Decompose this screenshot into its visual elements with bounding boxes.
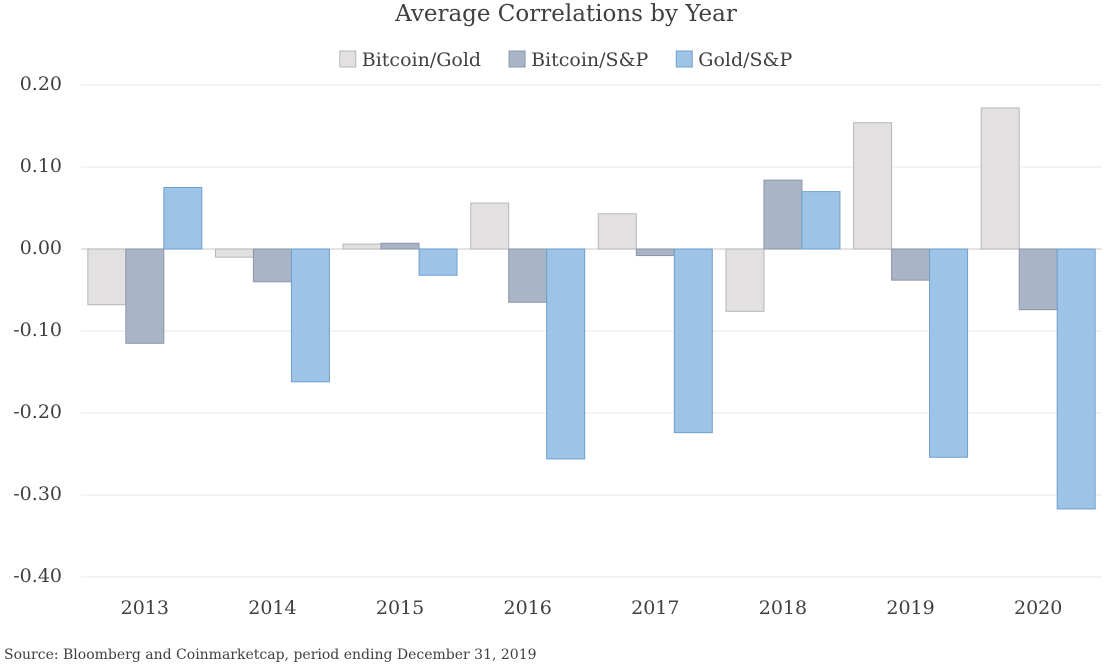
bar (418, 248, 458, 276)
bar (163, 187, 203, 250)
legend-swatch (675, 50, 693, 68)
y-tick-label: -0.10 (13, 319, 62, 341)
y-tick-label: 0.20 (20, 73, 62, 95)
bar (929, 248, 969, 458)
bar (214, 248, 254, 258)
bar (763, 179, 803, 250)
bar (342, 243, 382, 250)
bar (87, 248, 127, 306)
x-tick-label: 2018 (759, 597, 807, 619)
bar (290, 248, 330, 383)
source-note: Source: Bloomberg and Coinmarketcap, per… (4, 647, 537, 663)
bar (125, 248, 165, 344)
bar (673, 248, 713, 434)
bar (980, 107, 1020, 250)
legend-swatch (339, 50, 357, 68)
bar (891, 248, 931, 281)
bar (252, 248, 292, 283)
bar (801, 191, 841, 250)
chart-title: Average Correlations by Year (394, 1, 737, 27)
y-tick-label: -0.30 (13, 483, 62, 505)
bar (635, 248, 675, 257)
y-tick-label: -0.40 (13, 565, 62, 587)
x-tick-label: 2015 (376, 597, 424, 619)
bar (546, 248, 586, 460)
bar (1018, 248, 1058, 311)
bar (725, 248, 765, 312)
legend-swatch (508, 50, 526, 68)
legend-label: Bitcoin/S&P (531, 49, 648, 71)
x-tick-label: 2013 (121, 597, 169, 619)
x-tick-label: 2014 (248, 597, 296, 619)
bar (470, 202, 510, 250)
y-tick-label: 0.00 (20, 237, 62, 259)
legend-label: Bitcoin/Gold (362, 49, 481, 71)
bar (853, 122, 893, 250)
x-tick-label: 2016 (504, 597, 552, 619)
bar (1056, 248, 1096, 510)
y-tick-label: 0.10 (20, 155, 62, 177)
bar (597, 213, 637, 250)
x-tick-label: 2020 (1014, 597, 1062, 619)
legend-label: Gold/S&P (698, 49, 792, 71)
y-tick-label: -0.20 (13, 401, 62, 423)
x-tick-label: 2019 (886, 597, 934, 619)
bar (380, 242, 420, 250)
x-tick-label: 2017 (631, 597, 679, 619)
bar (508, 248, 548, 303)
